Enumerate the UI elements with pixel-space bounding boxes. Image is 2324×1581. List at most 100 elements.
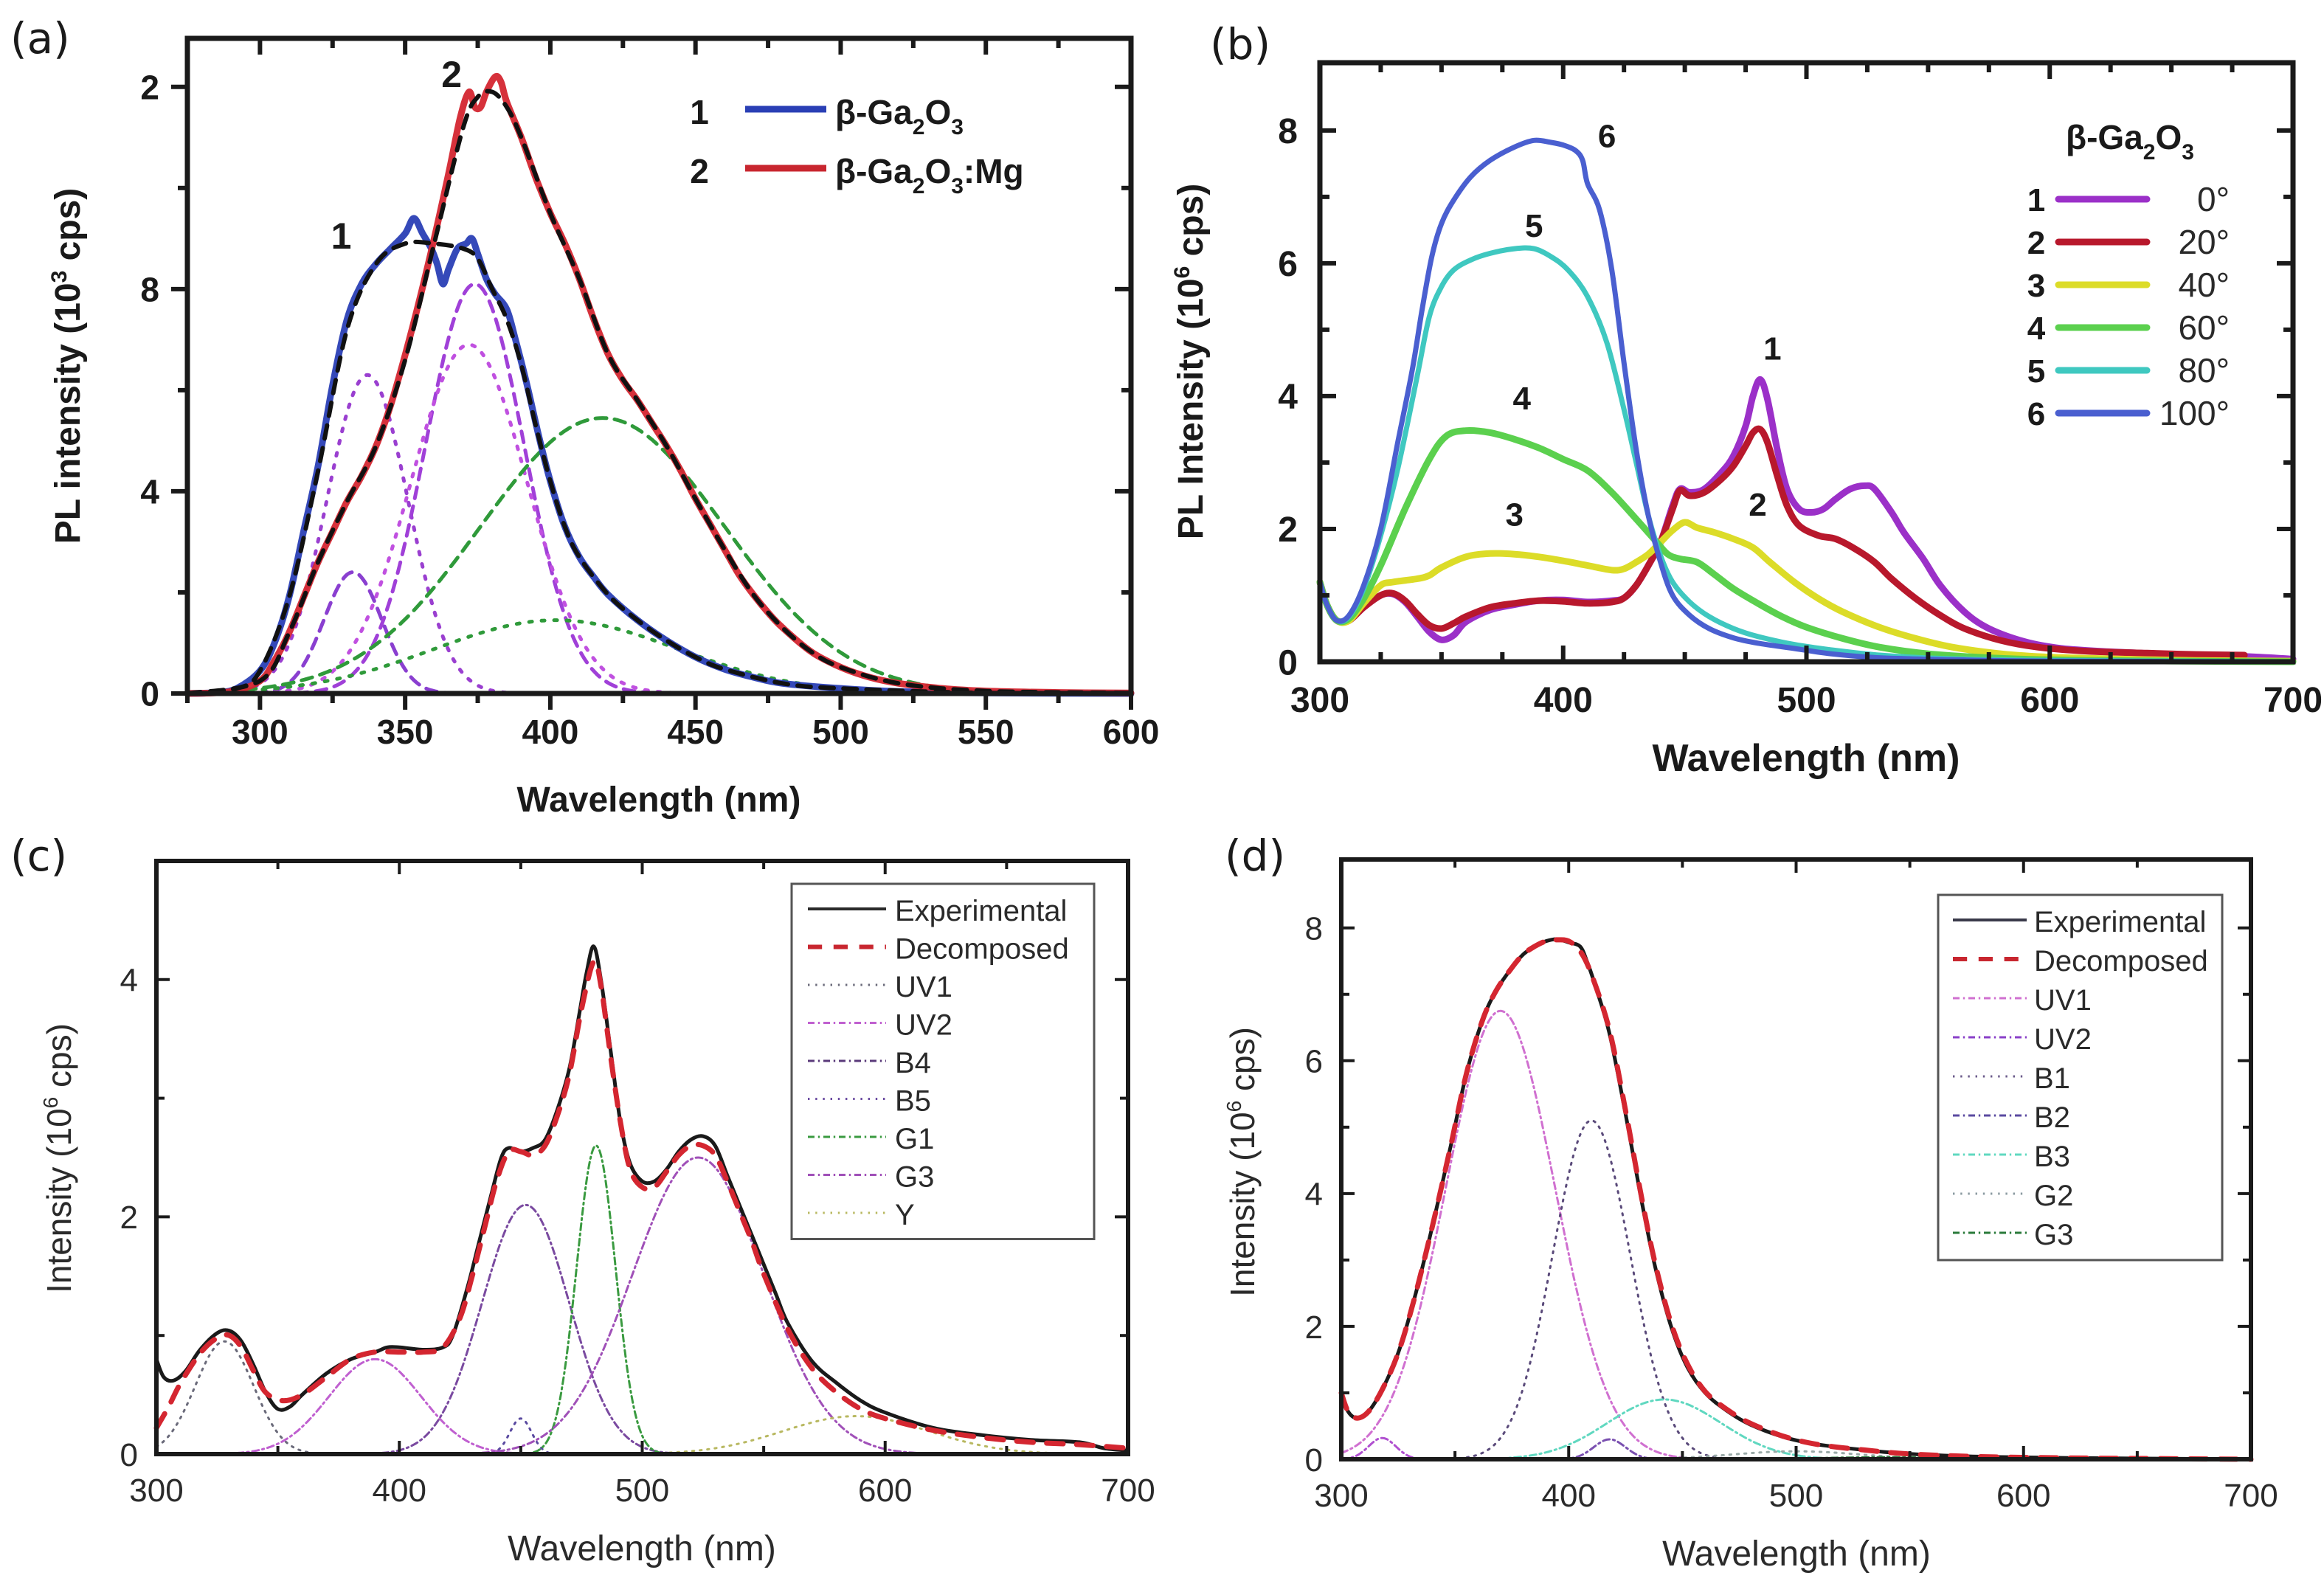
- panel-b: (b) 300 400 500 600 700 0 2 4 6 8 6 5 4 3 1 2 Waveleng…: [1170, 19, 2323, 780]
- x-tick-label: 600: [1103, 713, 1160, 751]
- curve-annotations: 6 5 4 3 1 2: [1506, 118, 1782, 533]
- legend-item: B5: [808, 1085, 931, 1118]
- legend-label: Y: [895, 1199, 915, 1231]
- x-axis-label: Wavelength (nm): [508, 1529, 776, 1568]
- y-tick-label: 8: [1305, 911, 1323, 947]
- component-b1: [1436, 1119, 1748, 1461]
- legend-item: Y: [808, 1199, 915, 1231]
- legend-number: 6: [2027, 396, 2045, 432]
- y-tick-label: 2: [1305, 1310, 1323, 1346]
- y-axis-label-exponent: 3: [47, 271, 72, 283]
- x-axis-label: Wavelength (nm): [1662, 1535, 1931, 1574]
- legend-item: 2 β-Ga2O3:Mg: [690, 152, 1023, 198]
- y-axis-label-unit: cps): [49, 188, 88, 271]
- y-axis-label: PL Intensity (106 cps): [1170, 184, 1211, 540]
- x-tick-label: 500: [1777, 681, 1836, 720]
- x-tick-label: 700: [2264, 681, 2323, 720]
- legend-item: Experimental: [808, 895, 1067, 927]
- x-axis-label: Wavelength (nm): [1653, 737, 1960, 780]
- component-uv1: [155, 1340, 342, 1456]
- legend-item: Decomposed: [808, 933, 1069, 966]
- legend-label: 60°: [2178, 308, 2230, 347]
- series-line: [1316, 427, 2297, 665]
- y-tick-label: 2: [120, 1200, 138, 1236]
- y-axis-label-text: PL intensity (10: [49, 283, 88, 544]
- data-series: [153, 944, 1131, 1453]
- x-tick-label: 550: [958, 713, 1014, 751]
- component-b2: [1544, 1438, 1675, 1461]
- axes: 300 400 500 600 700 0 2 4 6 8: [1305, 859, 2278, 1514]
- x-axis-label: Wavelength (nm): [517, 781, 801, 820]
- series-line: [185, 239, 1133, 696]
- legend-label: UV2: [895, 1009, 952, 1042]
- legend-item: 1 0°: [2027, 180, 2230, 218]
- x-tick-label: 400: [1534, 681, 1593, 720]
- series-line: [1316, 376, 2297, 663]
- legend-label: UV1: [895, 971, 952, 1003]
- legend-label: Experimental: [895, 895, 1067, 927]
- legend-number: 4: [2027, 311, 2046, 347]
- component-g3: [435, 1156, 962, 1456]
- x-tick-label: 300: [232, 713, 288, 751]
- component-uv1: [1340, 1009, 1720, 1461]
- legend-item: G3: [1953, 1219, 2073, 1251]
- x-tick-label: 300: [1290, 681, 1349, 720]
- x-tick-label: 450: [667, 713, 724, 751]
- panel-label: (c): [10, 831, 67, 881]
- x-tick-label: 600: [1996, 1478, 2050, 1514]
- legend-label: 80°: [2178, 351, 2230, 390]
- legend-number: 1: [690, 93, 709, 131]
- panel-label: (a): [10, 13, 70, 63]
- axes: 300 400 500 600 700 0 2 4 6 8: [1278, 63, 2323, 720]
- y-tick-label: 0: [1278, 643, 1298, 682]
- component-uv2: [1340, 1436, 1438, 1461]
- legend-item: 1 β-Ga2O3: [690, 93, 964, 139]
- legend-item: B1: [1953, 1062, 2070, 1095]
- curve-label: 5: [1525, 208, 1543, 244]
- x-tick-label: 300: [1314, 1478, 1368, 1514]
- legend-label: Experimental: [2034, 906, 2206, 938]
- y-axis-label: Intensity (106 cps): [1222, 1027, 1262, 1297]
- legend: β-Ga2O3 1 0° 2 20° 3 40° 4 60° 5 80° 6 100°: [2027, 118, 2230, 432]
- legend: Experimental Decomposed UV1 UV2 B4 B5 G1 G3 Y: [790, 882, 1096, 1240]
- legend-label: 0°: [2197, 180, 2230, 218]
- component-peak-dotted-green: [185, 618, 1046, 696]
- legend-item: UV1: [1953, 984, 2092, 1017]
- curve-label: 1: [331, 215, 352, 257]
- series-line: [1317, 137, 2296, 665]
- component-uv2: [189, 1357, 561, 1456]
- legend-label: Decomposed: [895, 933, 1069, 966]
- legend-number: 2: [690, 152, 709, 190]
- series-line: [1317, 245, 2296, 665]
- y-axis-label-text: Intensity (10: [1223, 1112, 1262, 1297]
- y-tick-label: 0: [1305, 1442, 1323, 1478]
- legend-item: Experimental: [1953, 906, 2206, 938]
- legend-label: UV1: [2034, 984, 2092, 1017]
- legend: Experimental Decomposed UV1 UV2 B1 B2 B3 G2 G3: [1937, 893, 2224, 1262]
- legend-label: G3: [895, 1161, 934, 1194]
- legend-item: UV2: [808, 1009, 952, 1042]
- legend-label: G3: [2034, 1219, 2073, 1251]
- legend-item: UV2: [1953, 1023, 2092, 1056]
- component-b4: [349, 1203, 702, 1456]
- legend-number: 2: [2027, 225, 2045, 261]
- plot-frame: [184, 35, 1134, 696]
- x-tick-label: 500: [812, 713, 869, 751]
- component-peaks: [185, 282, 1093, 696]
- data-series: [1316, 137, 2297, 665]
- panel-d: (d) 300 400 500 600 700 0 2 4 6 8 Wavelength (nm)…: [1222, 831, 2278, 1574]
- y-axis-label-exponent: 6: [1222, 1101, 1245, 1113]
- panel-label: (d): [1225, 831, 1285, 881]
- legend-label: 40°: [2178, 266, 2230, 304]
- legend-label: Decomposed: [2034, 945, 2208, 978]
- legend-label: B5: [895, 1085, 931, 1118]
- x-tick-label: 400: [373, 1473, 426, 1509]
- component-y: [563, 1414, 1130, 1456]
- y-axis-label: PL intensity (103 cps): [47, 188, 88, 544]
- legend-frame: [1937, 893, 2224, 1262]
- legend-label: β-Ga2O3: [835, 93, 964, 139]
- x-tick-label: 350: [377, 713, 434, 751]
- legend-label: 20°: [2178, 223, 2230, 261]
